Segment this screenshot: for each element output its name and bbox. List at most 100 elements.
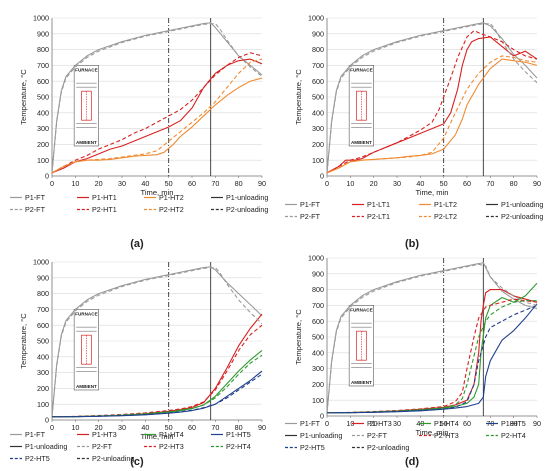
y-axis-label: Temperature, °C	[19, 69, 28, 125]
x-tick-label: 80	[235, 179, 243, 188]
chart-panel-2: 0 100 200 300 400 500 600 700 800 900 1000 0 10 20 30 4…	[285, 14, 543, 250]
inset-frame	[73, 309, 99, 391]
series-line-p1-ht1	[51, 58, 263, 174]
y-tick-label: 800	[37, 289, 49, 298]
inset-ambient-label: AMBIENT	[76, 140, 97, 145]
inset-frame	[348, 305, 374, 387]
inset-ambient-label: AMBIENT	[351, 380, 372, 385]
x-tick-label: 90	[533, 419, 541, 428]
x-tick-label: 10	[71, 179, 79, 188]
y-tick-label: 400	[312, 348, 324, 357]
legend-entry: P1-HT5	[501, 419, 526, 428]
inset-furnace-label: FURNACE	[350, 307, 372, 312]
y-tick-label: 700	[312, 61, 324, 70]
panel-label: (c)	[130, 456, 144, 468]
y-axis-label: Temperature, °C	[294, 69, 303, 125]
legend-entry: P2-HT5	[25, 454, 50, 463]
x-tick-label: 80	[510, 179, 518, 188]
y-tick-label: 0	[45, 172, 49, 181]
x-tick-label: 70	[211, 423, 219, 432]
y-tick-label: 100	[37, 156, 49, 165]
x-tick-label: 90	[533, 179, 541, 188]
y-tick-label: 0	[320, 412, 324, 421]
x-tick-label: 80	[235, 423, 243, 432]
series-line-p1-ft	[326, 22, 538, 173]
inset-furnace-label: FURNACE	[75, 67, 97, 72]
x-tick-label: 20	[95, 179, 103, 188]
legend-entry: P1-FT	[300, 200, 321, 209]
y-tick-label: 1000	[33, 258, 49, 267]
x-axis-label: Time, min	[415, 428, 448, 437]
y-tick-label: 700	[37, 61, 49, 70]
legend-entry: P2-FT	[25, 205, 46, 214]
y-tick-label: 500	[37, 93, 49, 102]
y-tick-label: 1000	[308, 254, 324, 263]
y-tick-label: 800	[312, 45, 324, 54]
legend-entry: P2-unloading	[367, 443, 409, 452]
x-tick-label: 50	[165, 423, 173, 432]
inset-ambient-label: AMBIENT	[76, 384, 97, 389]
x-tick-label: 10	[346, 419, 354, 428]
chart-panel-3: 0 100 200 300 400 500 600 700 800 900 1000 0 10 20 30 4…	[10, 258, 266, 468]
y-tick-label: 1000	[33, 14, 49, 23]
x-tick-label: 30	[118, 423, 126, 432]
legend-entry: P1-unloading	[226, 193, 268, 202]
series-line-p2-ht2	[51, 58, 263, 174]
chart-panel-1: 0 100 200 300 400 500 600 700 800 900 1000 0 10 20 30 4…	[10, 14, 268, 250]
x-axis-label: Time, min	[140, 188, 173, 197]
x-axis-label: Time, min	[140, 432, 173, 441]
x-tick-label: 80	[510, 419, 518, 428]
x-tick-label: 30	[393, 179, 401, 188]
panel-label: (d)	[405, 456, 419, 468]
legend-entry: P2-unloading	[226, 205, 268, 214]
series-line-p2-lt2	[326, 55, 538, 174]
legend-entry: P1-unloading	[501, 200, 543, 209]
y-tick-label: 300	[312, 364, 324, 373]
legend-entry: P1-HT4	[434, 419, 459, 428]
x-tick-label: 40	[416, 179, 424, 188]
legend-entry: P1-FT	[25, 430, 46, 439]
x-tick-label: 60	[188, 179, 196, 188]
legend-entry: P2-HT3	[159, 442, 184, 451]
x-tick-label: 10	[346, 179, 354, 188]
x-tick-label: 70	[486, 179, 494, 188]
series-line-p2-ht1	[51, 52, 263, 174]
x-tick-label: 50	[165, 179, 173, 188]
legend-entry: P1-HT2	[159, 193, 184, 202]
y-tick-label: 200	[37, 140, 49, 149]
specimen-inset: FURNACE AMBIENT	[348, 65, 374, 147]
series-line-p1-lt1	[326, 36, 538, 174]
x-tick-label: 60	[188, 423, 196, 432]
x-tick-label: 0	[325, 419, 329, 428]
x-tick-label: 50	[440, 179, 448, 188]
y-tick-label: 500	[312, 93, 324, 102]
x-tick-label: 20	[370, 419, 378, 428]
series-line-p2-ht3	[51, 324, 263, 418]
legend-entry: P1-HT3	[367, 419, 392, 428]
legend-entry: P1-LT1	[367, 200, 390, 209]
series-line-p1-ht5	[326, 303, 538, 414]
legend-entry: P1-HT5	[226, 430, 251, 439]
series-line-p1-ht5	[51, 370, 263, 418]
legend-entry: P1-FT	[25, 193, 46, 202]
legend-entry: P2-HT4	[226, 442, 251, 451]
x-tick-label: 20	[370, 179, 378, 188]
series-line-p2-ht5	[51, 373, 263, 418]
panel-label: (b)	[405, 238, 419, 250]
y-tick-label: 600	[312, 77, 324, 86]
y-tick-label: 800	[312, 285, 324, 294]
x-tick-label: 0	[50, 179, 54, 188]
legend-entry: P2-unloading	[92, 454, 134, 463]
x-tick-label: 40	[141, 423, 149, 432]
y-tick-label: 600	[37, 77, 49, 86]
y-tick-label: 300	[37, 124, 49, 133]
series-line-p2-ft	[326, 263, 538, 413]
legend-entry: P1-FT	[300, 419, 321, 428]
x-tick-label: 0	[50, 423, 54, 432]
legend-entry: P2-HT4	[501, 431, 526, 440]
legend-entry: P2-HT1	[92, 205, 117, 214]
y-tick-label: 0	[320, 172, 324, 181]
series-line-p2-ht4	[51, 354, 263, 418]
